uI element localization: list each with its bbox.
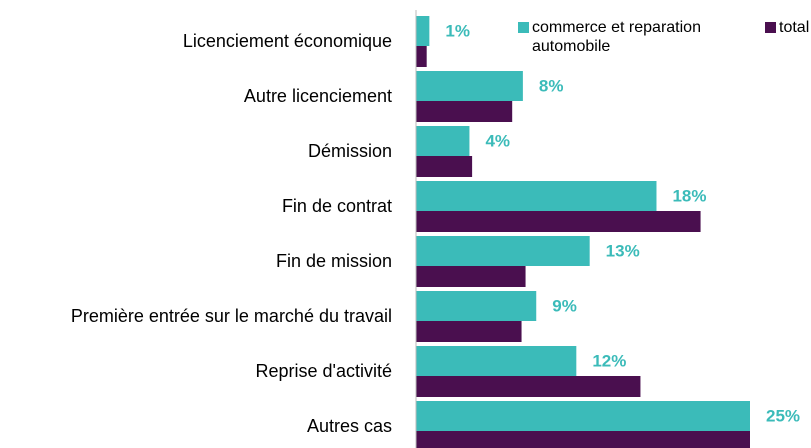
data-label: 8% — [539, 76, 564, 95]
bar — [416, 16, 430, 46]
bar — [416, 71, 523, 101]
category-label: Autre licenciement — [244, 86, 392, 106]
bar — [416, 431, 750, 448]
bar — [416, 126, 470, 156]
category-label: Fin de mission — [276, 251, 392, 271]
data-label: 1% — [445, 21, 470, 40]
legend-item: commerce et reparation automobile — [518, 18, 757, 56]
bar — [416, 156, 473, 177]
bar — [416, 211, 701, 232]
data-label: 18% — [672, 186, 706, 205]
category-label: Démission — [308, 141, 392, 161]
bar — [416, 101, 513, 122]
legend-label: commerce et reparation automobile — [532, 19, 701, 55]
bar — [416, 236, 590, 266]
legend-swatch — [518, 22, 529, 33]
category-label: Licenciement économique — [183, 31, 392, 51]
legend-swatch — [765, 22, 776, 33]
category-label: Reprise d'activité — [256, 361, 393, 381]
bar — [416, 376, 641, 397]
bar — [416, 181, 657, 211]
legend-label: total — [779, 19, 810, 36]
bar — [416, 46, 427, 67]
category-label: Fin de contrat — [282, 196, 392, 216]
data-label: 12% — [592, 351, 626, 370]
bar — [416, 291, 537, 321]
legend: commerce et reparation automobile total — [518, 18, 809, 56]
category-label: Autres cas — [307, 416, 392, 436]
bar — [416, 321, 522, 342]
legend-item: total — [765, 18, 809, 56]
bar — [416, 266, 526, 287]
bar — [416, 346, 577, 376]
data-label: 25% — [766, 406, 800, 425]
bar — [416, 401, 750, 431]
data-label: 4% — [485, 131, 510, 150]
category-label: Première entrée sur le marché du travail — [71, 306, 392, 326]
data-label: 9% — [552, 296, 577, 315]
data-label: 13% — [606, 241, 640, 260]
